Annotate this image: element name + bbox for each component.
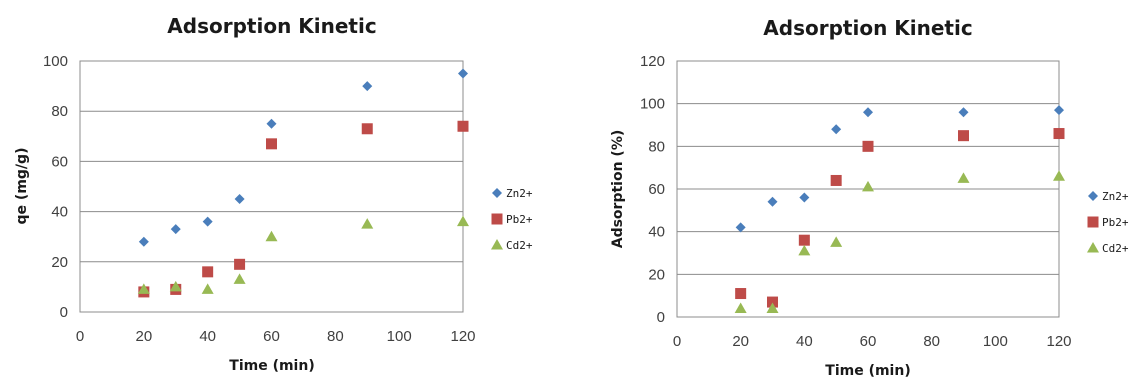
data-point: [170, 224, 181, 235]
data-point: [1053, 170, 1065, 181]
y-tick-label: 80: [51, 103, 68, 120]
series-pb2plus: [138, 120, 469, 298]
data-point: [798, 234, 810, 246]
legend-label: Zn2+: [506, 187, 533, 200]
data-point: [767, 296, 778, 308]
x-tick-label: 60: [860, 333, 877, 350]
legend-marker: [491, 213, 503, 225]
data-point: [734, 302, 747, 313]
series-cd2plus: [137, 215, 469, 294]
data-point: [862, 180, 874, 192]
data-point: [137, 283, 150, 294]
y-tick-label: 40: [648, 224, 665, 241]
data-point: [234, 258, 246, 270]
data-point: [169, 280, 182, 292]
series-pb2plus: [735, 128, 1065, 308]
plot-area: [79, 60, 464, 313]
legend-label: Cd2+: [506, 239, 533, 252]
data-point: [1054, 105, 1064, 116]
series-zn2plus: [138, 68, 468, 247]
data-point: [266, 138, 277, 150]
data-point: [202, 216, 213, 227]
data-point: [457, 120, 469, 132]
legend: Zn2+ Pb2+ Cd2+: [491, 187, 533, 252]
legend-marker: [491, 239, 503, 250]
y-axis-label: Adsorption (%): [610, 130, 626, 249]
data-point: [799, 192, 810, 203]
data-point: [863, 107, 873, 118]
x-tick-label: 100: [387, 328, 412, 345]
x-tick-label: 0: [76, 328, 84, 345]
data-point: [957, 172, 970, 183]
data-point: [233, 273, 246, 284]
x-axis-label: Time (min): [229, 358, 314, 374]
data-point: [202, 266, 214, 278]
x-tick-label: 60: [263, 328, 280, 345]
data-point: [201, 283, 214, 294]
y-tick-label: 60: [51, 153, 68, 170]
x-tick-label: 120: [450, 328, 475, 345]
y-tick-label: 0: [60, 304, 68, 321]
chart-qe-kinetic: 0 20 40 60 80 100 0 20 40 60 80 100 120 Adsorption Ki…: [14, 14, 533, 374]
legend-label: Zn2+: [1102, 190, 1129, 203]
data-point: [766, 302, 779, 313]
legend-label: Cd2+: [1102, 242, 1129, 255]
y-tick-label: 40: [51, 204, 68, 221]
data-point: [958, 107, 969, 118]
y-tick-label: 20: [51, 254, 68, 271]
data-point: [862, 140, 874, 152]
data-point: [362, 81, 373, 92]
x-tick-label: 20: [732, 333, 749, 350]
legend-marker: [1087, 242, 1099, 253]
legend-marker: [1088, 191, 1098, 201]
x-tick-label: 100: [983, 333, 1008, 350]
y-tick-label: 80: [648, 138, 665, 155]
chart-title: Adsorption Kinetic: [167, 14, 376, 38]
data-point: [138, 236, 149, 247]
y-tick-label: 0: [657, 309, 665, 326]
legend-marker: [1087, 216, 1099, 228]
y-tick-label: 20: [648, 266, 665, 283]
x-tick-label: 80: [327, 328, 344, 345]
chart-adsorption-percent-kinetic: 0 20 40 60 80 100 120 0 20 40 60 80 100 120 Adsorption…: [610, 16, 1129, 379]
y-tick-label: 60: [648, 181, 665, 198]
data-point: [735, 222, 746, 233]
chart-title: Adsorption Kinetic: [763, 16, 972, 40]
legend-label: Pb2+: [506, 213, 533, 226]
legend-marker: [492, 188, 502, 198]
series-cd2plus: [734, 170, 1065, 313]
data-point: [831, 124, 842, 135]
data-point: [958, 130, 969, 142]
data-point: [265, 230, 278, 242]
series-zn2plus: [735, 105, 1064, 233]
data-point: [458, 68, 468, 79]
data-point: [830, 174, 842, 186]
data-point: [361, 218, 374, 229]
x-tick-label: 40: [796, 333, 813, 350]
y-tick-label: 120: [640, 53, 665, 70]
data-point: [266, 118, 277, 129]
data-point: [361, 123, 373, 135]
x-tick-label: 40: [199, 328, 216, 345]
y-tick-label: 100: [43, 53, 68, 70]
legend: Zn2+ Pb2+ Cd2+: [1087, 190, 1129, 255]
data-point: [767, 196, 778, 207]
data-point: [1053, 128, 1065, 140]
x-tick-label: 80: [923, 333, 940, 350]
data-point: [798, 244, 811, 256]
x-tick-label: 20: [135, 328, 152, 345]
data-point: [735, 288, 747, 300]
data-point: [457, 215, 469, 227]
data-point: [234, 194, 245, 205]
y-axis-label: qe (mg/g): [14, 148, 30, 225]
legend-label: Pb2+: [1102, 216, 1129, 229]
y-tick-label: 100: [640, 96, 665, 113]
data-point: [830, 236, 843, 247]
x-tick-label: 120: [1046, 333, 1071, 350]
x-tick-label: 0: [673, 333, 681, 350]
x-axis-label: Time (min): [825, 363, 910, 379]
